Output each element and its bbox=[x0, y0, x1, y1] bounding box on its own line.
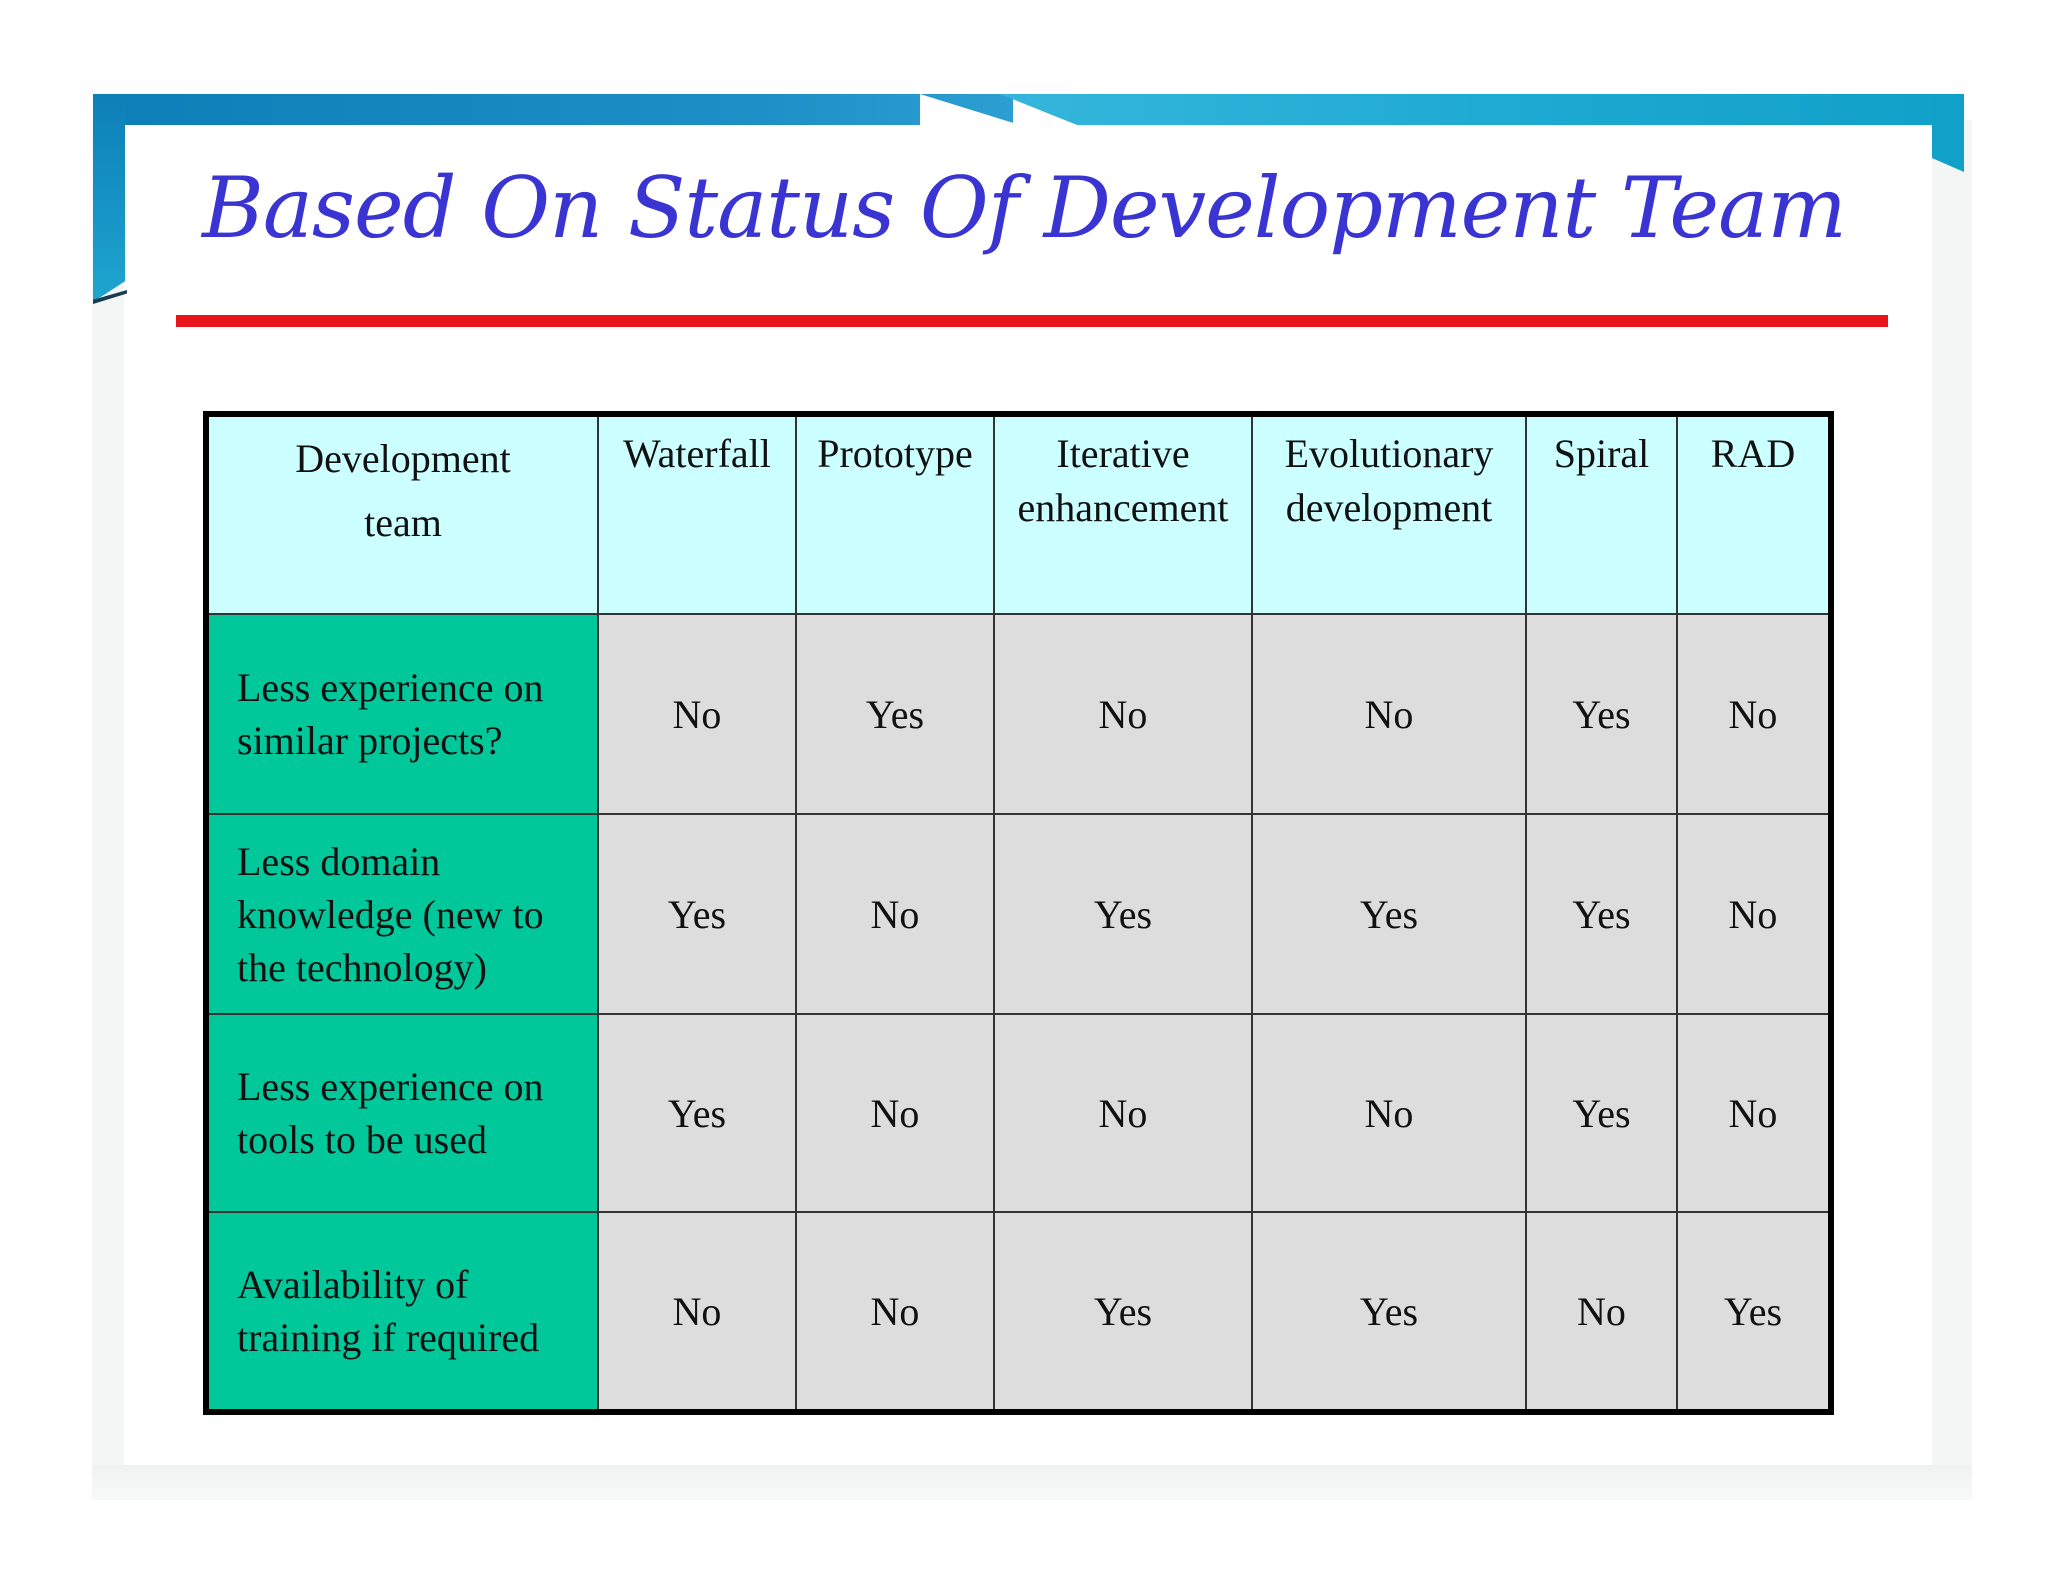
column-header: Spiral bbox=[1525, 413, 1678, 615]
row-label: Less experience on tools to be used bbox=[205, 1013, 599, 1213]
table-cell: Yes bbox=[1251, 1211, 1527, 1413]
table-row: Less domain knowledge (new to the techno… bbox=[205, 813, 1832, 1015]
table-cell: No bbox=[1251, 1013, 1527, 1213]
table-cell: Yes bbox=[1251, 813, 1527, 1015]
row-label: Availability of training if required bbox=[205, 1211, 599, 1413]
comparison-table: Development team Waterfall Prototype Ite… bbox=[203, 411, 1834, 1415]
table-cell: Yes bbox=[597, 813, 797, 1015]
table-cell: No bbox=[1676, 1013, 1832, 1213]
table-cell: No bbox=[795, 813, 995, 1015]
table-cell: No bbox=[795, 1211, 995, 1413]
table-cell: No bbox=[1676, 613, 1832, 815]
table-cell: No bbox=[597, 613, 797, 815]
table-row: Availability of training if required No … bbox=[205, 1211, 1832, 1413]
table-cell: Yes bbox=[1525, 813, 1678, 1015]
side-band-left bbox=[93, 94, 125, 302]
table-cell: No bbox=[993, 1013, 1253, 1213]
column-header: RAD bbox=[1676, 413, 1832, 615]
table-cell: Yes bbox=[1676, 1211, 1832, 1413]
column-header: Development team bbox=[205, 413, 599, 615]
slide-bottom-edge bbox=[92, 1465, 1972, 1500]
table-cell: No bbox=[1676, 813, 1832, 1015]
table-cell: Yes bbox=[1525, 1013, 1678, 1213]
slide-title: Based On Status Of Development Team bbox=[202, 159, 1847, 257]
table-header-row: Development team Waterfall Prototype Ite… bbox=[205, 413, 1832, 615]
table-cell: Yes bbox=[597, 1013, 797, 1213]
table-cell: No bbox=[1251, 613, 1527, 815]
table-cell: No bbox=[795, 1013, 995, 1213]
table-cell: Yes bbox=[795, 613, 995, 815]
title-underline bbox=[176, 315, 1888, 327]
side-band-right bbox=[1932, 94, 1964, 172]
table-cell: Yes bbox=[1525, 613, 1678, 815]
column-header: Evolutionary development bbox=[1251, 413, 1527, 615]
table-row: Less experience on tools to be used Yes … bbox=[205, 1013, 1832, 1213]
column-header: Waterfall bbox=[597, 413, 797, 615]
table-cell: No bbox=[597, 1211, 797, 1413]
header-band-right bbox=[1000, 94, 1963, 125]
table-cell: Yes bbox=[993, 1211, 1253, 1413]
column-header: Prototype bbox=[795, 413, 995, 615]
table-cell: Yes bbox=[993, 813, 1253, 1015]
row-label: Less experience on similar projects? bbox=[205, 613, 599, 815]
table-row: Less experience on similar projects? No … bbox=[205, 613, 1832, 815]
table-cell: No bbox=[1525, 1211, 1678, 1413]
row-label: Less domain knowledge (new to the techno… bbox=[205, 813, 599, 1015]
column-header: Iterative enhancement bbox=[993, 413, 1253, 615]
table-cell: No bbox=[993, 613, 1253, 815]
header-band-left bbox=[93, 94, 1013, 125]
